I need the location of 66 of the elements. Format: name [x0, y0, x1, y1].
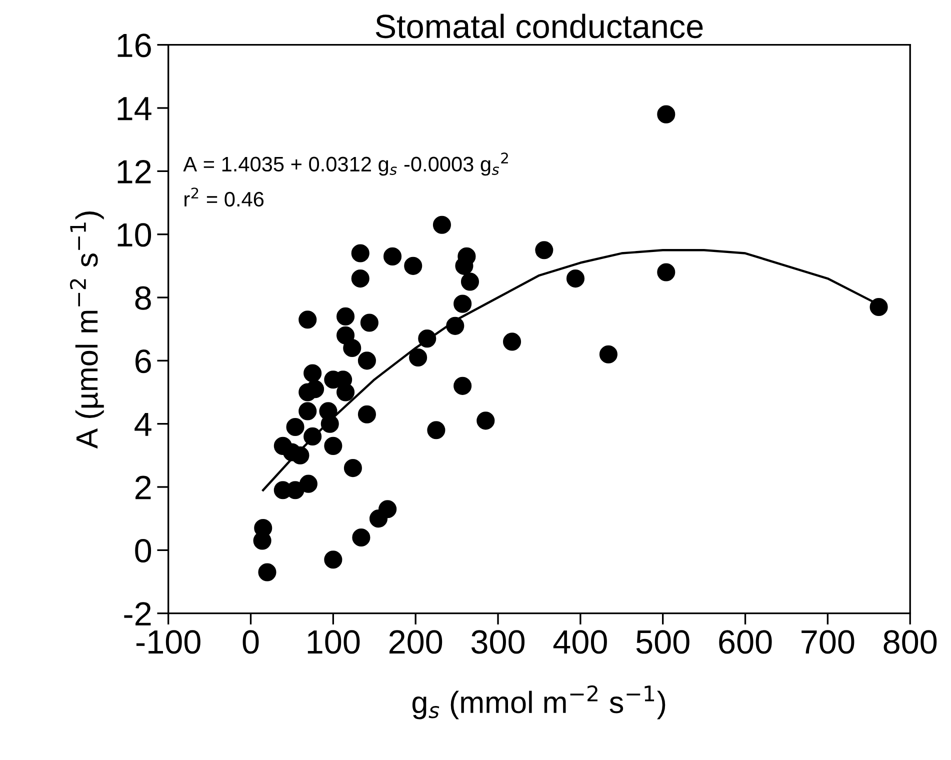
x-tick-label: 100	[308, 630, 360, 654]
point	[432, 216, 451, 234]
chart-title: Stomatal conductance	[376, 14, 703, 38]
point	[383, 247, 402, 266]
point	[351, 270, 370, 288]
x-tick-label: 500	[636, 630, 690, 654]
point	[446, 316, 464, 335]
point	[336, 307, 355, 326]
y-tick-label: 8	[135, 286, 151, 310]
point	[404, 256, 422, 275]
point	[418, 330, 436, 348]
point	[476, 412, 495, 430]
point	[535, 241, 554, 260]
point	[502, 332, 522, 351]
point	[358, 352, 376, 370]
point	[657, 263, 676, 282]
annotation: r$^{2}$ = 0.46	[184, 188, 264, 207]
y-tick-label: 2	[135, 476, 151, 500]
point	[258, 563, 276, 582]
point	[324, 436, 342, 455]
point	[870, 298, 888, 316]
x-tick-label: 0	[242, 630, 259, 654]
point	[324, 550, 342, 569]
point	[427, 421, 446, 440]
point	[378, 500, 397, 518]
x-tick-label: 200	[389, 630, 442, 654]
point	[599, 345, 618, 364]
x-tick-label: 700	[802, 630, 854, 654]
y-tick-label: -2	[124, 602, 151, 626]
point	[460, 272, 480, 291]
point	[351, 244, 370, 262]
x-tick-label: -100	[136, 630, 200, 654]
y-tick-label: 16	[118, 34, 151, 58]
point	[454, 294, 472, 313]
point	[306, 380, 324, 398]
x-tick-label: 800	[884, 630, 937, 654]
point	[358, 405, 376, 424]
point	[336, 383, 355, 402]
y-tick-label: 4	[134, 412, 152, 436]
point	[320, 414, 339, 433]
point	[360, 314, 378, 332]
y-tick-label: 14	[118, 97, 152, 120]
x-tick-label: 600	[719, 630, 772, 654]
point	[343, 339, 362, 358]
point	[304, 364, 322, 382]
x-tick-label: 400	[553, 630, 607, 654]
point	[454, 376, 472, 395]
point	[657, 105, 676, 124]
point	[566, 270, 585, 288]
y-axis-title: A (µmol m$^{−2}$ s$^{−1}$)	[70, 212, 104, 449]
y-tick-label: 12	[118, 160, 151, 184]
y-tick-label: 10	[118, 223, 152, 247]
x-tick-label: 300	[471, 630, 525, 654]
y-tick-label: 0	[135, 538, 152, 563]
point	[352, 528, 370, 547]
y-tick-label: 6	[136, 349, 151, 374]
point	[286, 418, 304, 436]
point	[409, 348, 428, 367]
point	[344, 459, 362, 478]
point	[298, 310, 317, 329]
point	[299, 474, 318, 493]
point	[291, 446, 310, 464]
point	[304, 427, 322, 446]
point	[298, 402, 317, 420]
annotation: A = 1.4035 + 0.0312 g$_{s}$ -0.0003 g$_{s}$$^{2}$	[183, 152, 508, 176]
x-axis-title: g$_{s}$ (mmol m$^{−2}$ s$^{−1}$)	[412, 685, 666, 720]
